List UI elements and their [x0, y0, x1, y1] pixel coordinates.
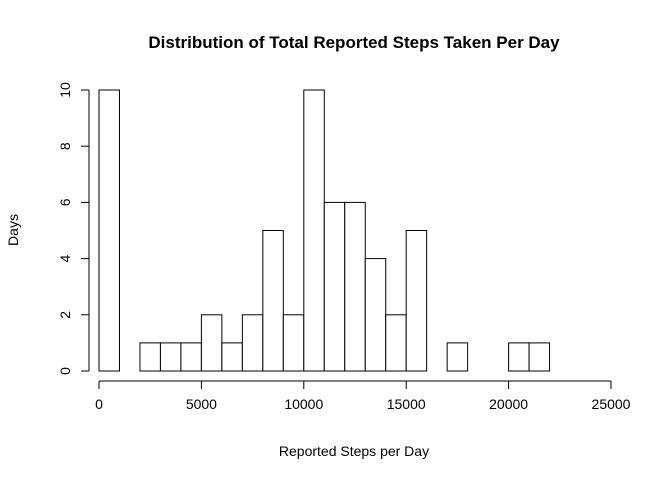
x-axis-label: Reported Steps per Day [279, 443, 429, 459]
bar-10000 [303, 89, 325, 372]
bar-12000 [344, 201, 366, 372]
x-axis: 0 5000 10000 15000 20000 25000 [95, 380, 631, 412]
bar-7000 [241, 314, 264, 372]
bar-2000 [139, 342, 161, 372]
bar-20000 [508, 342, 530, 372]
x-tick-label-15000: 15000 [387, 396, 426, 412]
bar-0 [98, 89, 120, 372]
bar-21000 [528, 342, 551, 372]
x-tick-label-25000: 25000 [592, 396, 631, 412]
x-tick-label-5000: 5000 [186, 396, 217, 412]
y-axis-label: Days [5, 214, 21, 246]
y-tick-label-8: 8 [57, 142, 73, 150]
bar-15000 [405, 230, 428, 372]
bar-9000 [282, 314, 305, 372]
y-tick-label-6: 6 [57, 198, 73, 206]
x-tick-label-0: 0 [95, 396, 103, 412]
bar-11000 [323, 201, 346, 372]
bar-8000 [262, 230, 284, 372]
bar-5000 [200, 314, 223, 372]
y-tick-label-2: 2 [57, 311, 73, 319]
y-tick-label-4: 4 [57, 254, 73, 262]
y-tick-label-0: 0 [57, 367, 73, 375]
bar-14000 [385, 314, 407, 372]
bar-17000 [446, 342, 469, 372]
x-tick-label-10000: 10000 [284, 396, 323, 412]
x-tick-label-20000: 20000 [489, 396, 528, 412]
y-tick-label-10: 10 [57, 82, 73, 98]
bar-4000 [180, 342, 202, 372]
bar-13000 [364, 258, 387, 372]
bar-3000 [159, 342, 182, 372]
y-axis: 0 2 4 6 8 10 [57, 82, 90, 375]
bar-6000 [221, 342, 243, 372]
chart-title: Distribution of Total Reported Steps Tak… [148, 33, 560, 52]
bars-group [98, 89, 551, 372]
